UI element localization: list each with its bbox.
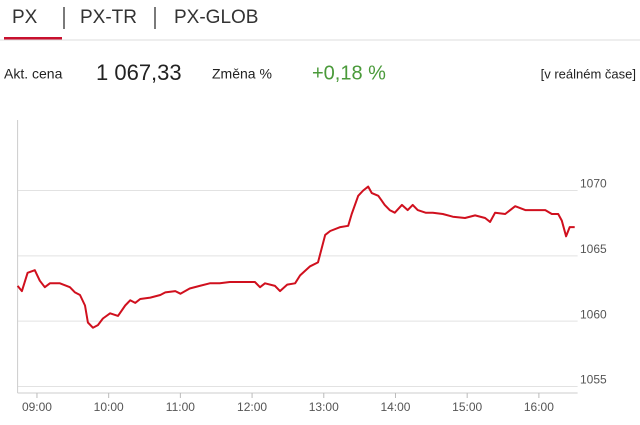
y-tick-label: 1060 — [580, 307, 607, 321]
x-tick-label: 15:00 — [452, 400, 482, 414]
x-tick-label: 09:00 — [22, 400, 52, 414]
price-label: Akt. cena — [4, 66, 63, 82]
tab[interactable]: PX-GLOB — [174, 7, 258, 28]
change: +0,18 % — [312, 62, 386, 84]
x-tick-label: 13:00 — [309, 400, 339, 414]
x-tick-label: 16:00 — [524, 400, 554, 414]
y-tick-label: 1070 — [580, 177, 607, 191]
y-tick-label: 1055 — [580, 373, 607, 387]
x-tick-label: 10:00 — [94, 400, 124, 414]
tab[interactable]: PX-TR — [80, 7, 137, 28]
price: 1 067,33 — [96, 60, 182, 85]
x-tick-label: 11:00 — [166, 400, 195, 414]
y-tick-label: 1065 — [580, 242, 607, 256]
x-tick-label: 14:00 — [380, 400, 410, 414]
x-tick-label: 12:00 — [237, 400, 267, 414]
realtime-note: [v reálném čase] — [541, 66, 636, 81]
active-tab-underline — [4, 37, 62, 40]
tab[interactable]: PX — [12, 7, 38, 28]
price-line — [16, 185, 575, 329]
change-label: Změna % — [212, 66, 272, 82]
